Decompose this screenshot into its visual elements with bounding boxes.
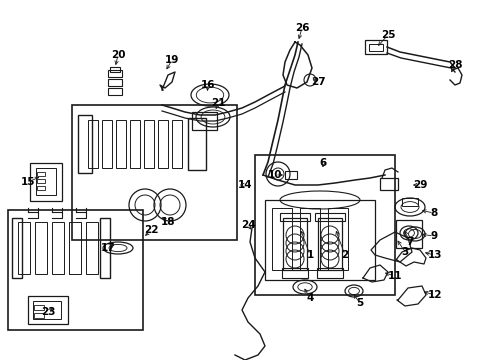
Bar — [172, 120, 182, 168]
Bar — [72, 105, 237, 240]
Text: 24: 24 — [241, 220, 255, 230]
Text: 11: 11 — [388, 271, 402, 281]
Bar — [315, 213, 345, 221]
Bar — [369, 44, 383, 51]
Bar — [272, 208, 292, 270]
Text: 1: 1 — [306, 250, 314, 260]
Text: 17: 17 — [100, 243, 115, 253]
Text: 16: 16 — [201, 80, 215, 90]
Bar — [102, 120, 112, 168]
Bar — [402, 198, 418, 206]
Bar — [130, 120, 140, 168]
Bar — [280, 213, 310, 221]
Bar — [34, 305, 44, 310]
Text: 15: 15 — [21, 177, 35, 187]
Text: 10: 10 — [268, 170, 282, 180]
Text: 20: 20 — [111, 50, 125, 60]
Bar — [285, 171, 297, 179]
Bar — [396, 220, 422, 248]
Text: 19: 19 — [165, 55, 179, 65]
Bar — [380, 178, 398, 190]
Bar — [36, 168, 56, 195]
Bar — [8, 210, 143, 330]
Text: 9: 9 — [430, 231, 438, 241]
Bar — [116, 120, 126, 168]
Bar — [86, 222, 98, 274]
Bar — [52, 222, 64, 274]
Bar — [37, 172, 45, 176]
Bar — [33, 301, 61, 319]
Text: 27: 27 — [311, 77, 325, 87]
Bar — [365, 40, 387, 54]
Bar — [37, 186, 45, 190]
Text: 6: 6 — [319, 158, 327, 168]
Bar — [88, 120, 98, 168]
Bar — [300, 208, 320, 270]
Text: 28: 28 — [448, 60, 462, 70]
Bar — [34, 313, 44, 318]
Bar — [12, 218, 22, 278]
Bar — [108, 79, 122, 86]
Text: 18: 18 — [161, 217, 175, 227]
Bar — [35, 222, 47, 274]
Bar — [110, 67, 120, 72]
Bar — [78, 115, 92, 173]
Bar — [188, 118, 206, 170]
Bar — [108, 70, 122, 77]
Text: 21: 21 — [211, 98, 225, 108]
Bar — [192, 112, 217, 130]
Bar — [18, 222, 30, 274]
Bar — [158, 120, 168, 168]
Bar — [100, 218, 110, 278]
Bar — [28, 296, 68, 324]
Text: 8: 8 — [430, 208, 438, 218]
Text: 2: 2 — [342, 250, 348, 260]
Bar — [282, 268, 308, 278]
Text: 7: 7 — [406, 237, 414, 247]
Text: 12: 12 — [428, 290, 442, 300]
Text: 13: 13 — [428, 250, 442, 260]
Text: 5: 5 — [356, 298, 364, 308]
Text: 4: 4 — [306, 293, 314, 303]
Text: 3: 3 — [401, 247, 409, 257]
Bar — [255, 155, 395, 295]
Text: 26: 26 — [295, 23, 309, 33]
Bar — [317, 268, 343, 278]
Text: 22: 22 — [144, 225, 158, 235]
Bar — [265, 200, 375, 280]
Text: 25: 25 — [381, 30, 395, 40]
Bar — [144, 120, 154, 168]
Text: 23: 23 — [41, 307, 55, 317]
Text: 29: 29 — [413, 180, 427, 190]
Bar — [69, 222, 81, 274]
Bar — [283, 218, 307, 270]
Bar — [37, 179, 45, 183]
Bar — [318, 218, 342, 270]
Bar — [30, 163, 62, 201]
Bar — [108, 88, 122, 95]
Text: 14: 14 — [238, 180, 252, 190]
Bar — [328, 208, 348, 270]
